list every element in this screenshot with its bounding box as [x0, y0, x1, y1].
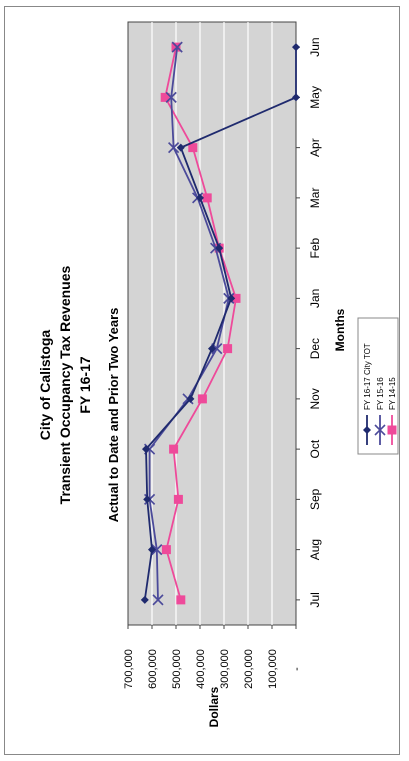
- marker-x-stroke: [151, 544, 163, 556]
- plot-area: [127, 21, 297, 626]
- data-point-fy-16-17-city-tot: [140, 595, 149, 604]
- y-axis-label: Dollars: [207, 686, 221, 727]
- data-point-fy-15-16: [168, 142, 180, 154]
- x-tick-label: Aug: [308, 539, 322, 560]
- data-point-fy-14-15: [169, 444, 179, 454]
- x-tick-label: Jul: [308, 592, 322, 607]
- chart-subtitle-line-1: Transient Occupancy Tax Revenues: [57, 265, 73, 504]
- data-point-fy-16-17-city-tot: [148, 545, 156, 554]
- marker-x-stroke: [171, 41, 183, 53]
- y-tick-label: 700,000: [123, 649, 135, 689]
- data-point-fy-16-17-city-tot: [215, 244, 224, 253]
- y-tick-label: 600,000: [147, 649, 159, 689]
- data-point-fy-14-15: [161, 545, 171, 555]
- y-tick-label: 300,000: [219, 649, 231, 689]
- legend-swatch-marker: [363, 426, 371, 434]
- data-point-fy-16-17-city-tot: [186, 394, 195, 403]
- marker-x-stroke: [165, 91, 177, 103]
- data-point-fy-14-15: [173, 494, 183, 504]
- page-border: [4, 6, 400, 755]
- data-point-fy-14-15: [197, 394, 207, 404]
- chart-title: City of Calistoga: [37, 330, 53, 441]
- data-point-fy-14-15: [188, 143, 198, 153]
- data-point-fy-14-15: [160, 92, 170, 102]
- legend-label: FY 15-16: [376, 377, 385, 410]
- data-point-fy-16-17-city-tot: [196, 193, 204, 202]
- chart-subtitle-line-2: FY 16-17: [77, 356, 93, 414]
- data-point-fy-14-15: [223, 344, 233, 354]
- legend-label: FY 14-15: [388, 377, 397, 410]
- x-tick-label: May: [308, 86, 322, 109]
- marker-x-stroke: [374, 424, 386, 436]
- x-tick-label: Sep: [308, 488, 322, 510]
- data-point-fy-14-15: [176, 595, 186, 605]
- data-point-fy-15-16: [171, 41, 183, 53]
- marker-x-stroke: [152, 594, 164, 606]
- grid-lines: [127, 22, 297, 629]
- legend-swatch-marker: [387, 425, 397, 435]
- series-line-fy-15-16: [148, 47, 230, 600]
- x-tick-label: Nov: [308, 388, 322, 409]
- legend: FY 16-17 City TOT FY 15-16 FY 14-15: [357, 317, 399, 455]
- x-axis-ticks: Jul Aug Sep Oct Nov Dec Jan Feb Mar Apr May Jun: [296, 37, 322, 608]
- data-point-fy-15-16: [165, 91, 177, 103]
- data-point-fy-16-17-city-tot: [143, 495, 152, 504]
- data-point-fy-16-17-city-tot: [227, 294, 236, 303]
- data-point-fy-14-15: [231, 293, 241, 303]
- marker-x-stroke: [168, 142, 180, 154]
- data-point-fy-15-16: [151, 544, 163, 556]
- y-tick-label: 100,000: [267, 649, 279, 689]
- y-tick-label: 400,000: [195, 649, 207, 689]
- x-tick-label: Mar: [308, 188, 322, 209]
- data-point-fy-14-15: [171, 42, 181, 52]
- y-tick-label: -: [291, 667, 303, 671]
- data-point-fy-16-17-city-tot: [292, 43, 300, 52]
- x-tick-label: Oct: [308, 439, 322, 458]
- data-point-fy-16-17-city-tot: [176, 143, 185, 152]
- y-tick-label: 200,000: [243, 649, 255, 689]
- x-tick-label: Dec: [308, 338, 322, 359]
- x-tick-label: Jun: [308, 37, 322, 56]
- data-point-fy-15-16: [152, 594, 164, 606]
- series-line-fy-14-15: [164, 46, 237, 601]
- x-axis-label: Months: [333, 308, 347, 351]
- legend-label: FY 16-17 City TOT: [363, 343, 372, 410]
- y-axis-ticks: - 100,000 200,000 300,000 400,000 500,000 600,…: [123, 649, 303, 689]
- chart-caption: Actual to Date and Prior Two Years: [106, 308, 121, 523]
- data-point-fy-16-17-city-tot: [208, 344, 216, 353]
- x-tick-label: Apr: [308, 138, 322, 157]
- series-group: [140, 41, 300, 606]
- x-tick-label: Feb: [308, 237, 322, 258]
- x-tick-label: Jan: [308, 289, 322, 308]
- data-point-fy-16-17-city-tot: [142, 445, 150, 454]
- series-line-fy-16-17-city-tot: [143, 47, 297, 601]
- legend-swatch-marker: [374, 424, 386, 436]
- data-point-fy-16-17-city-tot: [292, 93, 300, 102]
- y-tick-label: 500,000: [171, 649, 183, 689]
- data-point-fy-14-15: [202, 193, 212, 203]
- marker-x-stroke: [211, 343, 223, 355]
